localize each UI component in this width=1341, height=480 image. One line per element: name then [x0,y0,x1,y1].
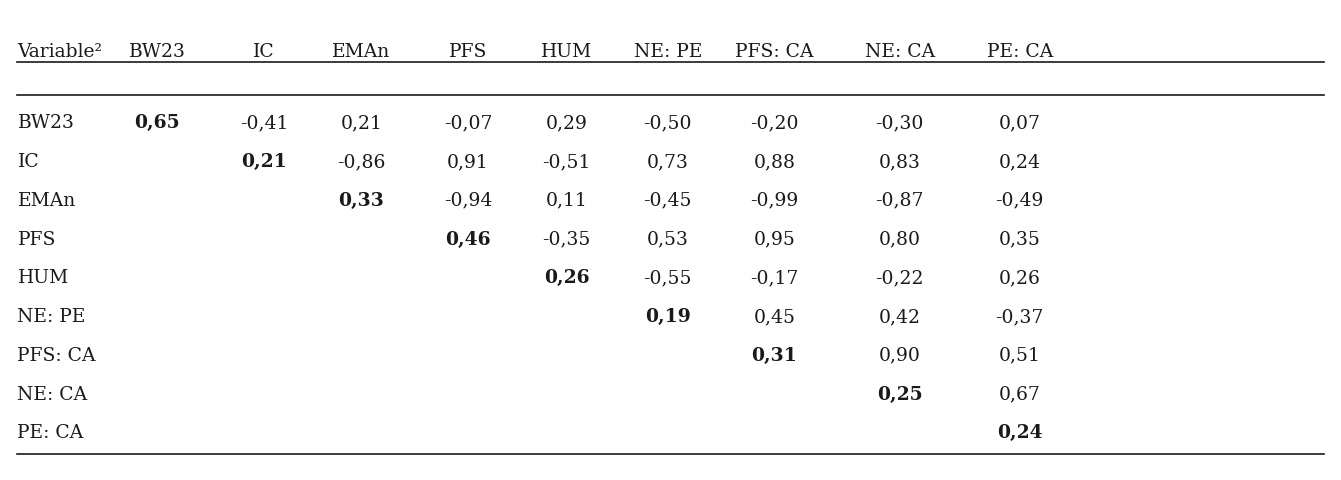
Text: -0,86: -0,86 [337,153,385,171]
Text: -0,50: -0,50 [644,114,692,132]
Text: 0,80: 0,80 [878,230,921,248]
Text: 0,19: 0,19 [645,307,691,325]
Text: 0,35: 0,35 [999,230,1041,248]
Text: Variable²: Variable² [17,43,102,61]
Text: HUM: HUM [540,43,593,61]
Text: BW23: BW23 [17,114,74,132]
Text: NE: CA: NE: CA [17,385,87,403]
Text: -0,55: -0,55 [644,269,692,287]
Text: BW23: BW23 [129,43,186,61]
Text: 0,29: 0,29 [546,114,587,132]
Text: -0,87: -0,87 [876,192,924,209]
Text: IC: IC [253,43,275,61]
Text: -0,30: -0,30 [876,114,924,132]
Text: 0,25: 0,25 [877,385,923,403]
Text: 0,24: 0,24 [999,153,1041,171]
Text: 0,31: 0,31 [751,346,798,364]
Text: 0,21: 0,21 [341,114,382,132]
Text: -0,51: -0,51 [542,153,591,171]
Text: -0,45: -0,45 [644,192,692,209]
Text: 0,07: 0,07 [999,114,1041,132]
Text: EMAn: EMAn [17,192,75,209]
Text: PFS: PFS [449,43,487,61]
Text: PFS: CA: PFS: CA [17,346,97,364]
Text: 0,91: 0,91 [447,153,489,171]
Text: 0,42: 0,42 [878,307,921,325]
Text: 0,46: 0,46 [445,230,491,248]
Text: 0,90: 0,90 [878,346,921,364]
Text: -0,35: -0,35 [542,230,591,248]
Text: EMAn: EMAn [333,43,390,61]
Text: 0,83: 0,83 [878,153,921,171]
Text: 0,26: 0,26 [999,269,1041,287]
Text: -0,99: -0,99 [751,192,799,209]
Text: 0,65: 0,65 [134,114,180,132]
Text: 0,11: 0,11 [546,192,587,209]
Text: -0,41: -0,41 [240,114,288,132]
Text: HUM: HUM [17,269,68,287]
Text: -0,49: -0,49 [995,192,1043,209]
Text: 0,45: 0,45 [754,307,795,325]
Text: PFS: CA: PFS: CA [735,43,814,61]
Text: PE: CA: PE: CA [987,43,1053,61]
Text: 0,24: 0,24 [996,423,1042,442]
Text: -0,22: -0,22 [876,269,924,287]
Text: -0,17: -0,17 [750,269,799,287]
Text: 0,26: 0,26 [543,269,589,287]
Text: -0,94: -0,94 [444,192,492,209]
Text: NE: PE: NE: PE [17,307,86,325]
Text: PE: CA: PE: CA [17,423,83,442]
Text: 0,53: 0,53 [646,230,689,248]
Text: 0,95: 0,95 [754,230,795,248]
Text: 0,21: 0,21 [241,153,287,171]
Text: -0,37: -0,37 [995,307,1043,325]
Text: -0,07: -0,07 [444,114,492,132]
Text: 0,88: 0,88 [754,153,795,171]
Text: 0,33: 0,33 [338,192,385,209]
Text: IC: IC [17,153,39,171]
Text: 0,73: 0,73 [646,153,689,171]
Text: -0,20: -0,20 [750,114,799,132]
Text: 0,67: 0,67 [999,385,1041,403]
Text: PFS: PFS [17,230,56,248]
Text: NE: PE: NE: PE [634,43,703,61]
Text: 0,51: 0,51 [999,346,1041,364]
Text: NE: CA: NE: CA [865,43,935,61]
